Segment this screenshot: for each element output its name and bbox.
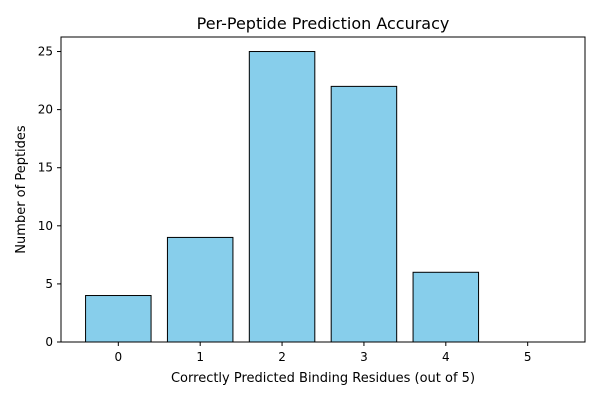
x-tick-label: 2 [278, 350, 286, 364]
bar-3 [330, 85, 398, 343]
bar-4 [412, 271, 480, 343]
y-tick-label: 5 [45, 277, 53, 291]
y-tick-label: 15 [38, 161, 53, 175]
y-tick-label: 10 [38, 219, 53, 233]
bar-1 [166, 236, 234, 343]
x-tick-label: 1 [196, 350, 204, 364]
bars-group [85, 51, 480, 343]
plot-frame [60, 36, 586, 343]
y-tick-label: 20 [38, 103, 53, 117]
bar-0 [85, 295, 152, 343]
y-axis-label: Number of Peptides [14, 125, 29, 254]
x-tick-label: 5 [524, 350, 532, 364]
y-axis-ticks: 0 5 10 15 20 25 [38, 45, 61, 349]
x-tick-label: 3 [360, 350, 368, 364]
y-tick-label: 0 [45, 335, 53, 349]
chart-title: Per-Peptide Prediction Accuracy [197, 14, 450, 33]
x-axis-ticks: 0 1 2 3 4 5 [114, 342, 532, 364]
x-axis-label: Correctly Predicted Binding Residues (ou… [171, 371, 475, 386]
y-tick-label: 25 [38, 45, 53, 59]
bar-2 [248, 51, 316, 343]
x-tick-label: 0 [114, 350, 122, 364]
x-tick-label: 4 [442, 350, 450, 364]
